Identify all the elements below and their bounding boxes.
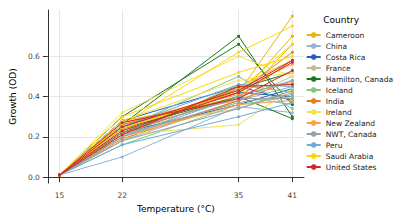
svg-text:China: China xyxy=(326,42,347,51)
svg-text:Cameroon: Cameroon xyxy=(326,31,365,40)
svg-text:35: 35 xyxy=(234,191,244,200)
svg-text:NWT, Canada: NWT, Canada xyxy=(326,130,377,139)
svg-text:0.6: 0.6 xyxy=(28,52,40,61)
svg-text:0.2: 0.2 xyxy=(28,132,40,141)
svg-text:Country: Country xyxy=(323,15,359,25)
svg-text:India: India xyxy=(326,97,344,106)
svg-text:Ireland: Ireland xyxy=(326,108,352,117)
svg-text:Peru: Peru xyxy=(326,141,343,150)
svg-text:15: 15 xyxy=(55,191,65,200)
svg-text:41: 41 xyxy=(288,191,298,200)
svg-text:0.4: 0.4 xyxy=(28,92,40,101)
svg-text:Saudi Arabia: Saudi Arabia xyxy=(326,152,374,161)
svg-text:0.0: 0.0 xyxy=(28,173,40,182)
svg-text:Iceland: Iceland xyxy=(326,86,353,95)
svg-text:Hamilton, Canada: Hamilton, Canada xyxy=(326,75,393,84)
svg-text:Costa Rica: Costa Rica xyxy=(326,53,366,62)
svg-text:Temperature (°C): Temperature (°C) xyxy=(136,204,215,214)
svg-text:Growth (OD): Growth (OD) xyxy=(8,68,18,124)
svg-text:United States: United States xyxy=(326,163,377,172)
svg-text:New Zealand: New Zealand xyxy=(326,119,376,128)
svg-text:France: France xyxy=(326,64,351,73)
svg-text:22: 22 xyxy=(117,191,127,200)
